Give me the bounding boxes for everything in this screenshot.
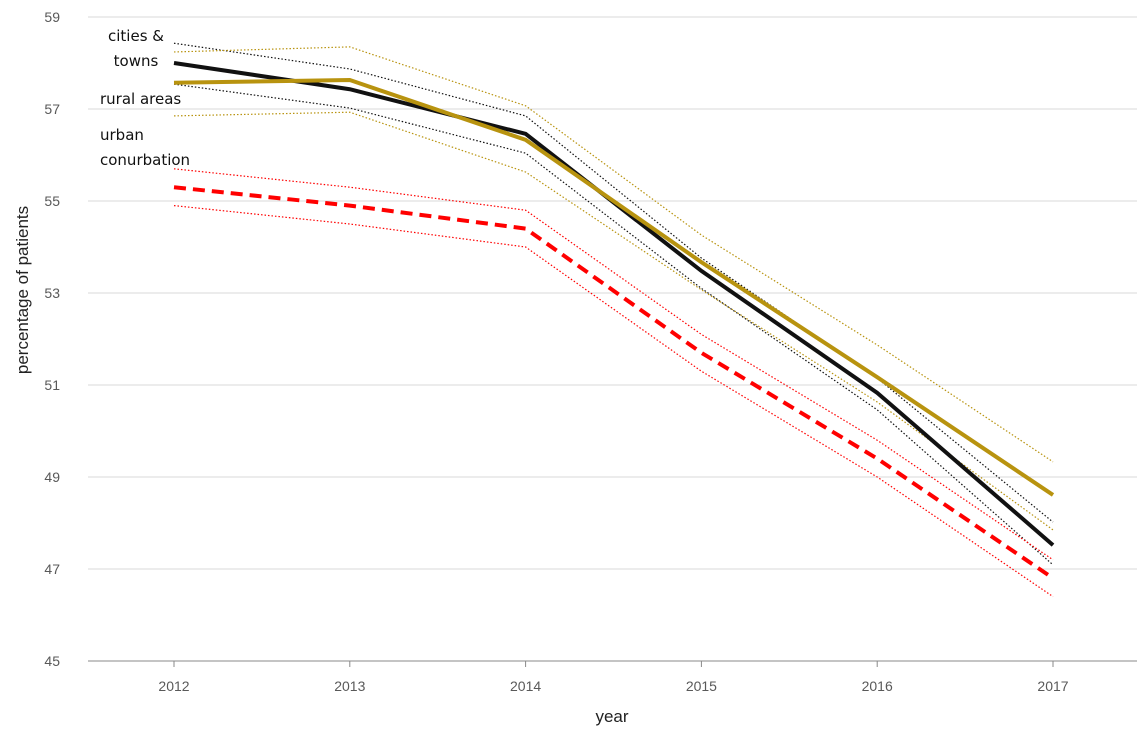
y-tick-label: 59 bbox=[44, 9, 60, 25]
y-tick-label: 55 bbox=[44, 193, 60, 209]
y-tick-label: 51 bbox=[44, 377, 60, 393]
y-tick-label: 53 bbox=[44, 285, 60, 301]
x-tick-label: 2017 bbox=[1037, 678, 1068, 694]
x-tick-label: 2015 bbox=[686, 678, 717, 694]
series-line bbox=[173, 78, 1055, 497]
confidence-bound bbox=[173, 83, 1054, 566]
confidence-bound bbox=[173, 205, 1054, 598]
series-line bbox=[173, 61, 1055, 547]
x-tick-label: 2013 bbox=[334, 678, 365, 694]
x-axis-title: year bbox=[595, 707, 628, 726]
y-tick-label: 47 bbox=[44, 561, 60, 577]
confidence-bound bbox=[173, 42, 1054, 523]
series-label: cities & towns bbox=[108, 27, 164, 70]
confidence-bound bbox=[173, 168, 1054, 561]
y-tick-label: 57 bbox=[44, 101, 60, 117]
x-tick-label: 2012 bbox=[158, 678, 189, 694]
y-tick-label: 49 bbox=[44, 469, 60, 485]
series-line bbox=[173, 185, 1055, 580]
confidence-bound bbox=[173, 111, 1054, 531]
series-label: rural areas bbox=[100, 90, 182, 108]
y-axis-title: percentage of patients bbox=[13, 206, 32, 374]
y-tick-label: 45 bbox=[44, 653, 60, 669]
x-tick-label: 2016 bbox=[862, 678, 893, 694]
x-tick-label: 2014 bbox=[510, 678, 541, 694]
series-label: urban conurbation bbox=[100, 126, 191, 169]
confidence-bound bbox=[173, 46, 1054, 463]
